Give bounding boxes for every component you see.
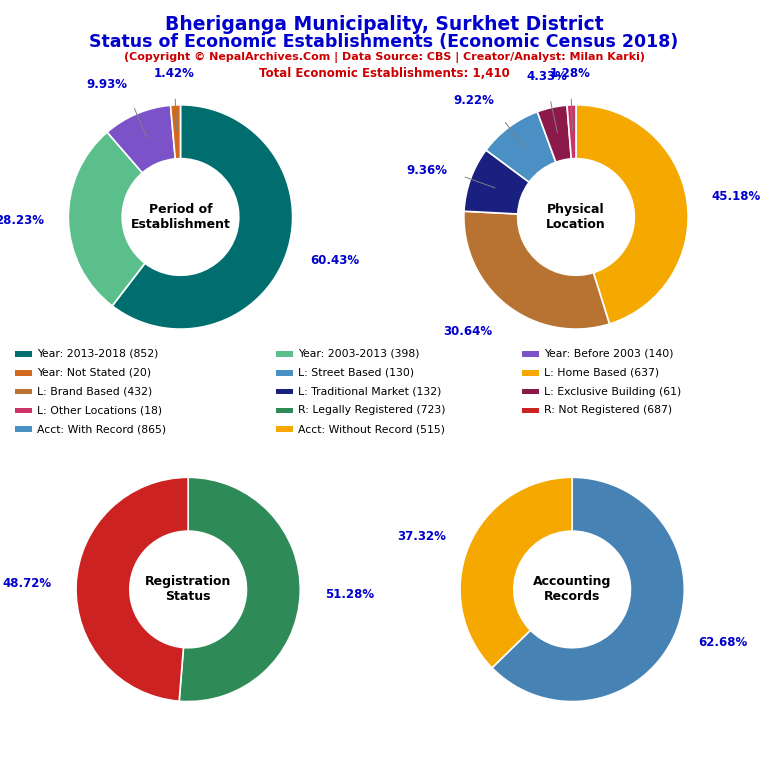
Wedge shape	[492, 478, 684, 701]
Text: L: Brand Based (432): L: Brand Based (432)	[37, 386, 152, 396]
Wedge shape	[567, 104, 576, 159]
Wedge shape	[107, 105, 175, 173]
Text: Total Economic Establishments: 1,410: Total Economic Establishments: 1,410	[259, 67, 509, 80]
Text: L: Street Based (130): L: Street Based (130)	[298, 368, 414, 378]
Wedge shape	[464, 150, 529, 214]
FancyBboxPatch shape	[15, 370, 32, 376]
Wedge shape	[486, 111, 556, 182]
Text: Acct: Without Record (515): Acct: Without Record (515)	[298, 424, 445, 434]
Text: 1.28%: 1.28%	[550, 68, 591, 81]
FancyBboxPatch shape	[15, 426, 32, 432]
FancyBboxPatch shape	[522, 408, 539, 413]
FancyBboxPatch shape	[15, 389, 32, 395]
FancyBboxPatch shape	[276, 426, 293, 432]
Text: Status of Economic Establishments (Economic Census 2018): Status of Economic Establishments (Econo…	[89, 33, 679, 51]
Text: 45.18%: 45.18%	[711, 190, 760, 203]
FancyBboxPatch shape	[522, 351, 539, 357]
Wedge shape	[76, 478, 188, 701]
Text: Period of
Establishment: Period of Establishment	[131, 203, 230, 231]
FancyBboxPatch shape	[522, 370, 539, 376]
FancyBboxPatch shape	[15, 408, 32, 413]
Text: L: Home Based (637): L: Home Based (637)	[544, 368, 659, 378]
Text: Acct: With Record (865): Acct: With Record (865)	[37, 424, 166, 434]
Wedge shape	[538, 105, 571, 162]
Wedge shape	[179, 478, 300, 701]
Text: Year: 2013-2018 (852): Year: 2013-2018 (852)	[37, 349, 158, 359]
Text: 9.93%: 9.93%	[86, 78, 127, 91]
FancyBboxPatch shape	[276, 370, 293, 376]
Text: Year: 2003-2013 (398): Year: 2003-2013 (398)	[298, 349, 419, 359]
FancyBboxPatch shape	[276, 389, 293, 395]
Wedge shape	[170, 105, 180, 159]
Text: 1.42%: 1.42%	[154, 68, 195, 81]
Text: 60.43%: 60.43%	[310, 254, 359, 267]
Wedge shape	[68, 132, 145, 306]
Wedge shape	[464, 211, 610, 329]
Text: Accounting
Records: Accounting Records	[533, 575, 611, 604]
Text: Year: Not Stated (20): Year: Not Stated (20)	[37, 368, 151, 378]
Text: 48.72%: 48.72%	[2, 578, 51, 591]
Text: L: Other Locations (18): L: Other Locations (18)	[37, 406, 162, 415]
Wedge shape	[112, 105, 293, 329]
Text: L: Traditional Market (132): L: Traditional Market (132)	[298, 386, 442, 396]
FancyBboxPatch shape	[276, 351, 293, 357]
Text: 37.32%: 37.32%	[397, 530, 446, 543]
Wedge shape	[576, 105, 688, 324]
Text: Physical
Location: Physical Location	[546, 203, 606, 231]
Text: R: Not Registered (687): R: Not Registered (687)	[544, 406, 672, 415]
Text: Bheriganga Municipality, Surkhet District: Bheriganga Municipality, Surkhet Distric…	[164, 15, 604, 35]
Text: 9.22%: 9.22%	[453, 94, 494, 108]
Text: L: Exclusive Building (61): L: Exclusive Building (61)	[544, 386, 681, 396]
Text: 62.68%: 62.68%	[698, 636, 747, 649]
Wedge shape	[460, 478, 572, 668]
Text: 30.64%: 30.64%	[443, 325, 492, 338]
Text: R: Legally Registered (723): R: Legally Registered (723)	[298, 406, 445, 415]
FancyBboxPatch shape	[276, 408, 293, 413]
Text: (Copyright © NepalArchives.Com | Data Source: CBS | Creator/Analyst: Milan Karki: (Copyright © NepalArchives.Com | Data So…	[124, 52, 644, 63]
Text: 4.33%: 4.33%	[526, 71, 567, 84]
FancyBboxPatch shape	[15, 351, 32, 357]
FancyBboxPatch shape	[522, 389, 539, 395]
Text: Year: Before 2003 (140): Year: Before 2003 (140)	[544, 349, 674, 359]
Text: 28.23%: 28.23%	[0, 214, 44, 227]
Text: 51.28%: 51.28%	[325, 588, 374, 601]
Text: Registration
Status: Registration Status	[145, 575, 231, 604]
Text: 9.36%: 9.36%	[406, 164, 447, 177]
